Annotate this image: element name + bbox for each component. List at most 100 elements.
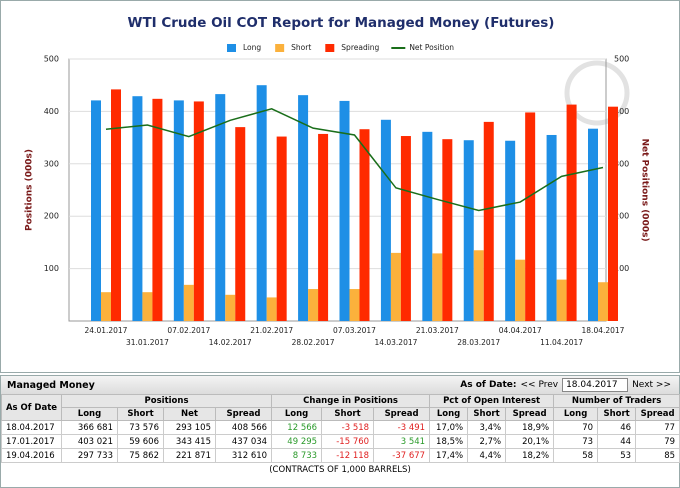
bar [111,89,121,321]
x-tick-label: 14.02.2017 [209,338,252,347]
legend-label: Spreading [341,43,379,52]
bar [225,294,236,321]
table-cell: 85 [635,448,680,463]
y-tick-label: 200 [44,212,59,221]
bar [442,139,453,321]
legend-swatch [227,44,236,52]
date-nav: As of Date: << Prev 18.04.2017 Next >> [460,378,671,392]
table-cell: 73 [553,434,599,449]
group-header: Pct of Open Interest [429,394,555,408]
table-cell: 77 [635,420,680,435]
bar [173,100,184,322]
table-cell: 408 566 [214,420,273,435]
table-cell: 19.04.2016 [1,448,62,463]
table-cell: -15 760 [321,434,375,449]
table-cell: 73 576 [117,420,164,435]
bar [432,253,443,321]
table-cell: 17.01.2017 [1,434,62,449]
bar [400,136,411,321]
table-cell: 44 [597,434,637,449]
bar [142,292,153,321]
bar [359,129,370,321]
table-cell: -3 518 [321,420,375,435]
table-cell: 20,1% [505,434,555,449]
x-tick-label: 04.04.2017 [499,326,542,335]
sub-header: Spread [505,407,555,421]
x-tick-label: 24.01.2017 [85,326,128,335]
net-line [105,107,604,212]
y2-tick-label: 300 [614,159,629,168]
table-cell: 297 733 [61,448,118,463]
data-row: 18.04.2017 366 681 73 576 293 105 408 566 12 … [1,420,680,435]
y-axis-title: Positions (000s) [25,149,35,231]
sub-header: Short [467,407,507,421]
legend-label: Long [243,43,261,52]
next-link[interactable]: Next >> [632,380,671,390]
table-cell: 58 [553,448,599,463]
bar [256,85,267,321]
table-cell: 75 862 [117,448,164,463]
bar [505,140,516,321]
sub-header: Net [163,407,216,421]
bar [588,128,598,321]
bar [91,100,101,322]
subheader-row: Long Short Net Spread Long Short Spread Long Sho… [2,407,680,421]
data-row: 19.04.2016 297 733 75 862 221 871 312 610 8 7… [1,448,680,463]
table-cell: 18,5% [429,434,469,449]
table-cell: 18.04.2017 [1,420,62,435]
bar [215,94,226,321]
table-cell: 8 733 [271,448,323,463]
sub-header: Long [271,407,323,421]
table-cell: 3,4% [467,420,507,435]
table-cell: 18,9% [505,420,555,435]
table-cell: 221 871 [163,448,216,463]
table-cell: 79 [635,434,680,449]
legend-swatch [325,44,335,52]
legend-swatch [275,44,285,52]
group-header: Change in Positions [271,394,431,408]
sub-header: Long [61,407,118,421]
y-tick-label: 500 [44,55,59,64]
bar [390,252,401,321]
table-cell: -37 677 [373,448,431,463]
table-cell: -3 491 [373,420,431,435]
bar [608,106,618,322]
chart: WTI Crude Oil COT Report for Managed Mon… [0,0,680,373]
y-tick-label: 400 [44,107,59,116]
table-cell: 293 105 [163,420,216,435]
bar [339,100,350,321]
legend-label: Net Position [409,43,454,52]
bar [235,127,246,322]
chart-title: WTI Crude Oil COT Report for Managed Mon… [128,15,555,31]
table-cell: 343 415 [163,434,216,449]
x-tick-label: 18.04.2017 [582,326,625,335]
table-cell: 53 [597,448,637,463]
x-tick-label: 28.02.2017 [292,338,335,347]
bar [183,284,194,321]
y2-tick-label: 200 [614,212,629,221]
x-tick-label: 21.02.2017 [250,326,293,335]
table-cell: 49 295 [271,434,323,449]
y2-axis-title: Net Positions (000s) [640,138,650,241]
bar [525,112,536,321]
y-tick-label: 300 [44,159,59,168]
table-title: Managed Money [7,380,95,391]
sub-header: Spread [635,407,680,421]
prev-link[interactable]: << Prev [520,380,559,390]
sub-header: Spread [214,407,273,421]
sub-header: Short [321,407,375,421]
table-cell: 403 021 [61,434,118,449]
bar [556,279,567,321]
bar [598,282,608,321]
sub-header: Short [117,407,164,421]
table-header: Managed Money As of Date: << Prev 18.04.… [1,376,679,394]
sub-header: Short [597,407,637,421]
table-cell: 366 681 [61,420,118,435]
date-select[interactable]: 18.04.2017 [562,378,629,392]
bar [473,250,484,321]
bar [380,119,391,321]
table-cell: 70 [553,420,599,435]
x-tick-label: 28.03.2017 [457,338,500,347]
table-cell: -12 118 [321,448,375,463]
group-header: As Of Date [1,394,62,421]
